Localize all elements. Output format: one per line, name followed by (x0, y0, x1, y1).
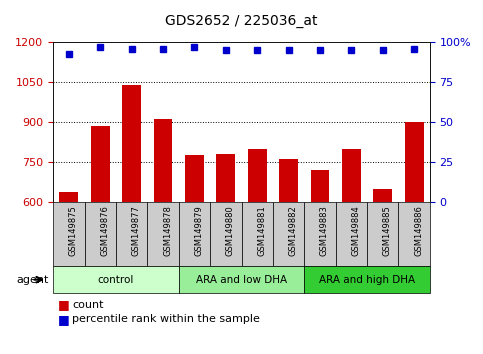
Text: GSM149881: GSM149881 (257, 205, 266, 256)
Bar (116, 202, 147, 266)
Text: GSM149886: GSM149886 (414, 205, 423, 256)
Text: GSM149882: GSM149882 (289, 205, 298, 256)
Bar (342, 149, 361, 202)
Text: GSM149883: GSM149883 (320, 205, 329, 256)
Bar (179, 202, 210, 266)
Text: GDS2652 / 225036_at: GDS2652 / 225036_at (165, 14, 318, 28)
Bar (122, 85, 141, 202)
Bar (273, 202, 304, 266)
Text: ARA and high DHA: ARA and high DHA (319, 275, 415, 285)
Bar (304, 202, 336, 266)
Text: GSM149880: GSM149880 (226, 205, 235, 256)
Text: GSM149877: GSM149877 (131, 205, 141, 256)
Bar (311, 170, 329, 202)
Text: agent: agent (16, 275, 48, 285)
Text: GSM149875: GSM149875 (69, 205, 78, 256)
Bar (85, 202, 116, 266)
Text: ARA and low DHA: ARA and low DHA (196, 275, 287, 285)
Bar (210, 202, 242, 266)
Bar (398, 202, 430, 266)
Text: ■: ■ (58, 298, 70, 312)
Bar (248, 149, 267, 202)
Bar (242, 202, 273, 266)
Text: GSM149884: GSM149884 (352, 205, 360, 256)
Bar (53, 266, 179, 293)
Text: count: count (72, 300, 104, 310)
Bar (367, 202, 398, 266)
Bar (185, 155, 204, 202)
Bar (53, 202, 85, 266)
Bar (279, 159, 298, 202)
Bar (336, 202, 367, 266)
Text: GSM149876: GSM149876 (100, 205, 109, 256)
Text: control: control (98, 275, 134, 285)
Bar (373, 188, 392, 202)
Text: ■: ■ (58, 313, 70, 326)
Bar (59, 193, 78, 202)
Bar (179, 266, 304, 293)
Text: percentile rank within the sample: percentile rank within the sample (72, 314, 260, 324)
Bar (147, 202, 179, 266)
Bar (304, 266, 430, 293)
Bar (405, 122, 424, 202)
Text: GSM149878: GSM149878 (163, 205, 172, 256)
Bar (216, 154, 235, 202)
Text: GSM149885: GSM149885 (383, 205, 392, 256)
Bar (91, 126, 110, 202)
Bar (154, 119, 172, 202)
Text: GSM149879: GSM149879 (194, 205, 203, 256)
